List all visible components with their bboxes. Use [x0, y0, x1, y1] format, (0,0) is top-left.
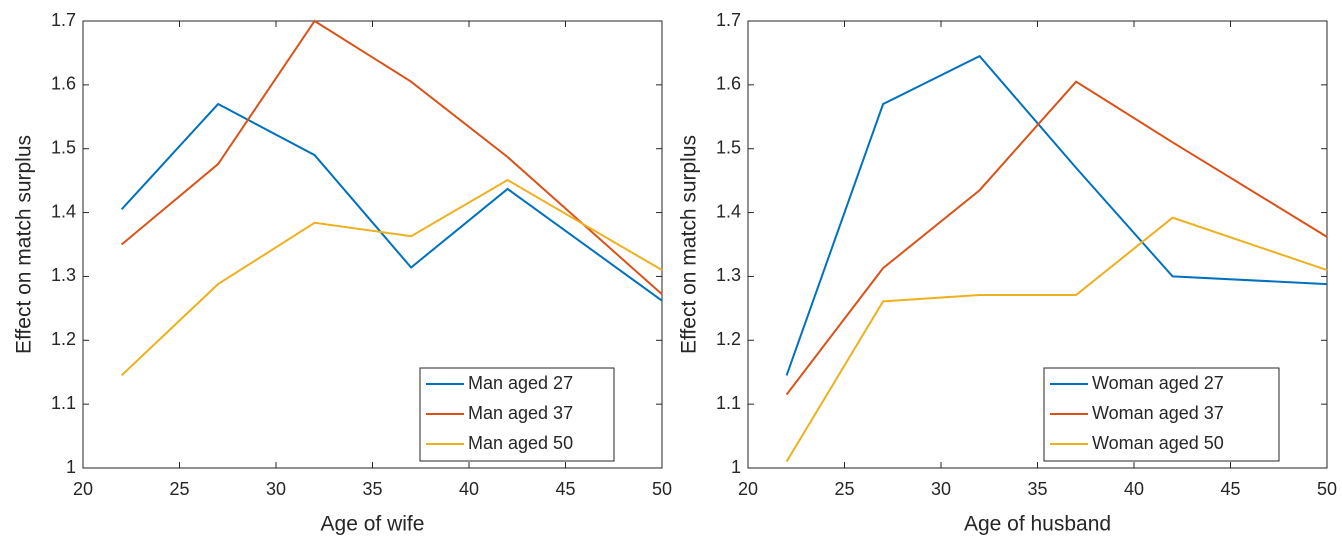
x-tick-label: 40: [1124, 479, 1144, 499]
x-tick-label: 45: [555, 479, 575, 499]
y-axis-label: Effect on match surplus: [678, 135, 701, 354]
legend-label: Man aged 50: [468, 433, 573, 453]
x-tick-label: 25: [834, 479, 854, 499]
line: [785, 80, 1328, 396]
x-tick-label: 25: [169, 479, 189, 499]
y-tick-label: 1.1: [716, 393, 741, 413]
x-tick-label: 20: [738, 479, 758, 499]
y-tick-label: 1.4: [716, 201, 741, 221]
x-tick-label: 30: [931, 479, 951, 499]
line: [120, 19, 663, 296]
legend-label: Woman aged 27: [1092, 373, 1224, 393]
line: [785, 54, 1328, 376]
chart: 20 25 30 35 40 45 50 1 1.1 1.2 1.3 1.4 1.5 1.6 1.7 Age …: [678, 10, 1337, 536]
y-tick-label: 1.3: [51, 265, 76, 285]
legend-label: Woman aged 37: [1092, 403, 1224, 423]
line: [120, 178, 663, 377]
x-axis-label: Age of wife: [321, 513, 425, 536]
y-tick-label: 1: [66, 457, 76, 477]
y-tick-label: 1.7: [716, 10, 741, 30]
y-axis-label: Effect on match surplus: [13, 135, 36, 354]
line: [120, 102, 663, 302]
line: [785, 216, 1328, 463]
y-tick-label: 1.7: [51, 10, 76, 30]
x-tick-label: 40: [459, 479, 479, 499]
y-tick-label: 1.4: [51, 201, 76, 221]
y-tick-label: 1.2: [51, 329, 76, 349]
y-tick-label: 1.5: [51, 137, 76, 157]
y-tick-label: 1.6: [51, 74, 76, 94]
x-tick-label: 20: [73, 479, 93, 499]
y-tick-label: 1.2: [716, 329, 741, 349]
x-tick-label: 45: [1220, 479, 1240, 499]
legend-label: Man aged 37: [468, 403, 573, 423]
x-tick-label: 35: [1027, 479, 1047, 499]
x-tick-label: 35: [362, 479, 382, 499]
y-tick-label: 1: [731, 457, 741, 477]
y-tick-label: 1.5: [716, 137, 741, 157]
y-tick-label: 1.1: [51, 393, 76, 413]
x-tick-label: 30: [266, 479, 286, 499]
y-tick-label: 1.6: [716, 74, 741, 94]
legend-label: Man aged 27: [468, 373, 573, 393]
x-tick-label: 50: [1317, 479, 1337, 499]
x-axis-label: Age of husband: [964, 513, 1111, 536]
legend-label: Woman aged 50: [1092, 433, 1224, 453]
x-tick-label: 50: [652, 479, 672, 499]
y-tick-label: 1.3: [716, 265, 741, 285]
chart: 20 25 30 35 40 45 50 1 1.1 1.2 1.3 1.4 1.5 1.6 1.7 Age …: [13, 10, 672, 536]
